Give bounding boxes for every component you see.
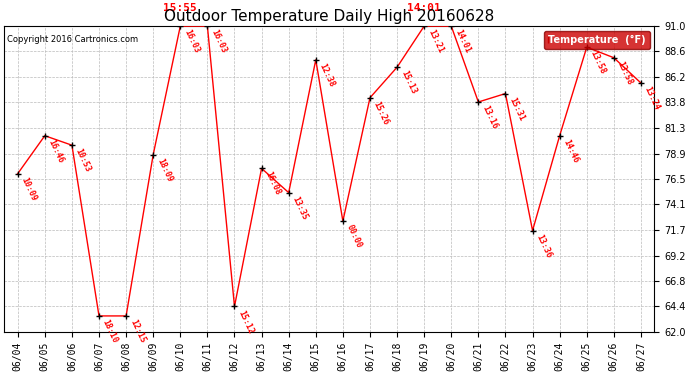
- Text: 16:03: 16:03: [209, 28, 228, 55]
- Text: 16:08: 16:08: [264, 171, 282, 197]
- Text: 14:01: 14:01: [453, 28, 472, 55]
- Text: 15:12: 15:12: [237, 309, 255, 335]
- Text: 13:58: 13:58: [589, 49, 607, 76]
- Text: 13:21: 13:21: [426, 28, 445, 55]
- Text: 13:36: 13:36: [535, 232, 553, 259]
- Text: 16:03: 16:03: [182, 28, 201, 55]
- Text: 13:16: 13:16: [480, 104, 499, 130]
- Text: 18:09: 18:09: [155, 157, 174, 183]
- Text: 13:24: 13:24: [643, 85, 662, 112]
- Text: 15:13: 15:13: [399, 69, 417, 96]
- Text: 16:46: 16:46: [47, 138, 66, 164]
- Text: 14:01: 14:01: [407, 3, 441, 13]
- Text: Copyright 2016 Cartronics.com: Copyright 2016 Cartronics.com: [8, 35, 139, 44]
- Legend: Temperature  (°F): Temperature (°F): [544, 31, 649, 49]
- Text: 14:46: 14:46: [562, 138, 580, 164]
- Title: Outdoor Temperature Daily High 20160628: Outdoor Temperature Daily High 20160628: [164, 9, 495, 24]
- Text: 15:31: 15:31: [507, 96, 526, 122]
- Text: 12:15: 12:15: [128, 318, 147, 345]
- Text: 15:26: 15:26: [372, 100, 391, 126]
- Text: 13:58: 13:58: [615, 60, 635, 86]
- Text: 12:38: 12:38: [317, 62, 337, 88]
- Text: 13:35: 13:35: [290, 195, 309, 221]
- Text: 10:09: 10:09: [19, 176, 39, 202]
- Text: 10:53: 10:53: [74, 147, 92, 174]
- Text: 15:55: 15:55: [164, 3, 197, 13]
- Text: 18:10: 18:10: [101, 318, 119, 345]
- Text: 00:00: 00:00: [345, 223, 364, 250]
